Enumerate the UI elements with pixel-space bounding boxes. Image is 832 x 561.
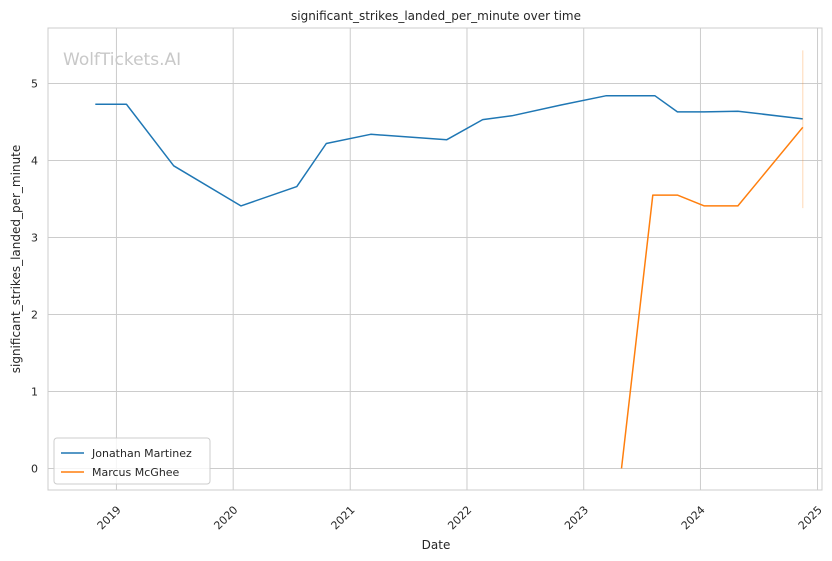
plot-frame: [47, 27, 823, 491]
x-axis-label: Date: [422, 538, 451, 552]
series-layer: [95, 50, 804, 469]
x-tick-label: 2020: [211, 503, 240, 532]
watermark-text: WolfTickets.AI: [63, 50, 181, 70]
y-tick-label: 3: [31, 231, 38, 244]
y-tick-label: 4: [31, 154, 38, 167]
legend: Jonathan Martinez Marcus McGhee: [53, 437, 211, 485]
chart-title: significant_strikes_landed_per_minute ov…: [291, 9, 581, 23]
series-line: [95, 95, 803, 207]
x-tick-label: 2023: [562, 503, 591, 532]
x-tick-label: 2019: [95, 503, 124, 532]
grid-lines: [48, 28, 822, 490]
x-tick-label: 2022: [445, 503, 474, 532]
legend-label: Jonathan Martinez: [91, 447, 192, 460]
x-tick-label: 2024: [679, 503, 708, 532]
legend-label: Marcus McGhee: [92, 466, 180, 479]
y-tick-label: 5: [31, 77, 38, 90]
y-tick-label: 1: [31, 385, 38, 398]
x-tick-label: 2021: [329, 503, 358, 532]
y-tick-label: 2: [31, 308, 38, 321]
y-axis-label: significant_strikes_landed_per_minute: [9, 145, 23, 374]
legend-frame: [53, 437, 211, 485]
y-tick-label: 0: [31, 462, 38, 475]
x-tick-label: 2025: [796, 503, 825, 532]
series-line: [620, 126, 804, 469]
